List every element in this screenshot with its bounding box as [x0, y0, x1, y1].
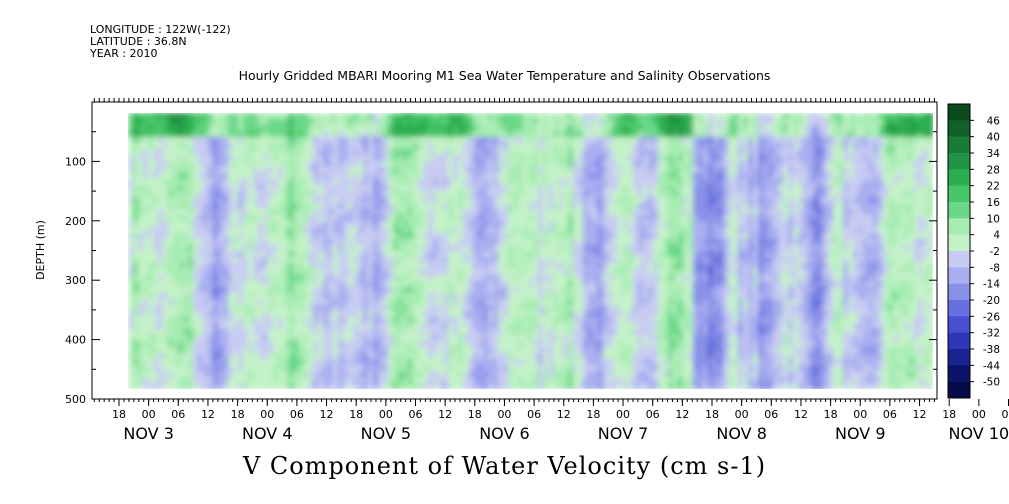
colorbar-label: -2 [990, 246, 1000, 258]
x-hour-tick-label: 00 [972, 408, 986, 421]
colorbar-swatch [948, 283, 970, 301]
x-hour-tick-label: 18 [231, 408, 245, 421]
x-hour-tick-label: 06 [527, 408, 541, 421]
x-hour-tick-label: 00 [735, 408, 749, 421]
colorbar-swatch [948, 218, 970, 235]
colorbar-label: -26 [983, 311, 1000, 323]
x-date-label: NOV 8 [716, 424, 767, 443]
colorbar-label: 40 [987, 132, 1000, 144]
metadata-block: LONGITUDE : 122W(-122) LATITUDE : 36.8N … [90, 24, 231, 60]
colorbar-swatch [948, 202, 970, 219]
x-date-label: NOV 6 [479, 424, 530, 443]
x-hour-tick-label: 18 [112, 408, 126, 421]
colorbar-label: 16 [987, 197, 1001, 209]
axes-group: 18 00 06 12 18 00 06 12 18 00 06 12 18 00 06 12 18 00 06 12… [65, 98, 1009, 443]
colorbar: 46 40 34 28 22 16 10 4 -2 -8 -14 -20 -26 -32 -38 -44 -50 [947, 103, 1001, 399]
x-date-label: NOV 5 [361, 424, 412, 443]
x-date-label: NOV 9 [835, 424, 886, 443]
variable-title: V Component of Water Velocity (cm s-1) [242, 452, 767, 480]
x-date-label: NOV 3 [123, 424, 174, 443]
x-hour-tick-label: 12 [913, 408, 927, 421]
colorbar-swatch [948, 136, 970, 154]
colorbar-label: 46 [987, 115, 1001, 127]
colorbar-label: -20 [983, 295, 1000, 307]
x-hour-tick-label: 06 [171, 408, 185, 421]
x-hour-tick-label: 00 [142, 408, 156, 421]
colorbar-swatch [948, 153, 970, 170]
colorbar-label: -50 [983, 377, 1000, 389]
x-hour-tick-label: 12 [438, 408, 452, 421]
colorbar-swatch [948, 185, 970, 203]
colorbar-label: 4 [993, 230, 1000, 242]
x-hour-tick-label: 18 [586, 408, 600, 421]
y-tick-label: 400 [65, 334, 86, 347]
y-tick-label: 500 [65, 393, 86, 406]
x-hour-tick-label: 12 [794, 408, 808, 421]
x-hour-tick-label: 18 [824, 408, 838, 421]
x-hour-tick-label: 00 [379, 408, 393, 421]
x-hour-tick-label: 12 [675, 408, 689, 421]
colorbar-label: -14 [983, 279, 1000, 291]
colorbar-swatch [948, 234, 970, 252]
x-hour-tick-label: 00 [616, 408, 630, 421]
colorbar-swatch [948, 169, 970, 186]
x-hour-tick-label: 00 [497, 408, 511, 421]
colorbar-label: -32 [983, 328, 1000, 340]
x-hour-tick-label: 06 [764, 408, 778, 421]
colorbar-swatch [948, 316, 970, 333]
x-hour-tick-label: 06 [409, 408, 423, 421]
x-hour-tick-label: 00 [853, 408, 867, 421]
x-hour-tick-label: 12 [201, 408, 215, 421]
x-hour-tick-label: 18 [705, 408, 719, 421]
x-hour-tick-label: 06 [290, 408, 304, 421]
x-hour-tick-label: 18 [468, 408, 482, 421]
x-hour-tick-label: 12 [320, 408, 334, 421]
y-tick-label: 300 [65, 274, 86, 287]
colorbar-swatch [948, 332, 970, 350]
colorbar-swatch [948, 365, 970, 382]
longitude-label: LONGITUDE : 122W(-122) [90, 23, 231, 36]
y-tick-label: 100 [65, 155, 86, 168]
x-hour-tick-label: 06 [1002, 408, 1009, 421]
y-axis-label: DEPTH (m) [34, 220, 47, 280]
colorbar-label: -8 [990, 262, 1000, 274]
x-hour-tick-label: 06 [883, 408, 897, 421]
colorbar-swatch [948, 120, 970, 137]
year-label: YEAR : 2010 [90, 47, 158, 60]
x-hour-tick-label: 18 [349, 408, 363, 421]
colorbar-label: 10 [987, 213, 1000, 225]
velocity-field [128, 113, 933, 389]
x-hour-tick-label: 00 [260, 408, 274, 421]
plot-title: Hourly Gridded MBARI Mooring M1 Sea Wate… [238, 68, 771, 83]
colorbar-swatch [948, 349, 970, 366]
x-hour-tick-label: 06 [646, 408, 660, 421]
colorbar-swatch [948, 251, 970, 268]
x-date-label: NOV 4 [242, 424, 293, 443]
colorbar-swatch [948, 381, 970, 399]
colorbar-swatch [948, 267, 970, 284]
x-date-label: NOV 10 [949, 424, 1009, 443]
colorbar-swatch [948, 104, 970, 121]
colorbar-swatch [948, 300, 970, 317]
latitude-label: LATITUDE : 36.8N [90, 35, 187, 48]
x-hour-tick-label: 12 [557, 408, 571, 421]
colorbar-label: 22 [987, 181, 1000, 193]
x-date-label: NOV 7 [598, 424, 649, 443]
colorbar-label: 34 [987, 148, 1001, 160]
colorbar-label: -44 [983, 360, 1000, 372]
colorbar-label: 28 [987, 164, 1000, 176]
colorbar-label: -38 [983, 344, 1000, 356]
x-hour-tick-label: 18 [942, 408, 956, 421]
y-tick-label: 200 [65, 215, 86, 228]
